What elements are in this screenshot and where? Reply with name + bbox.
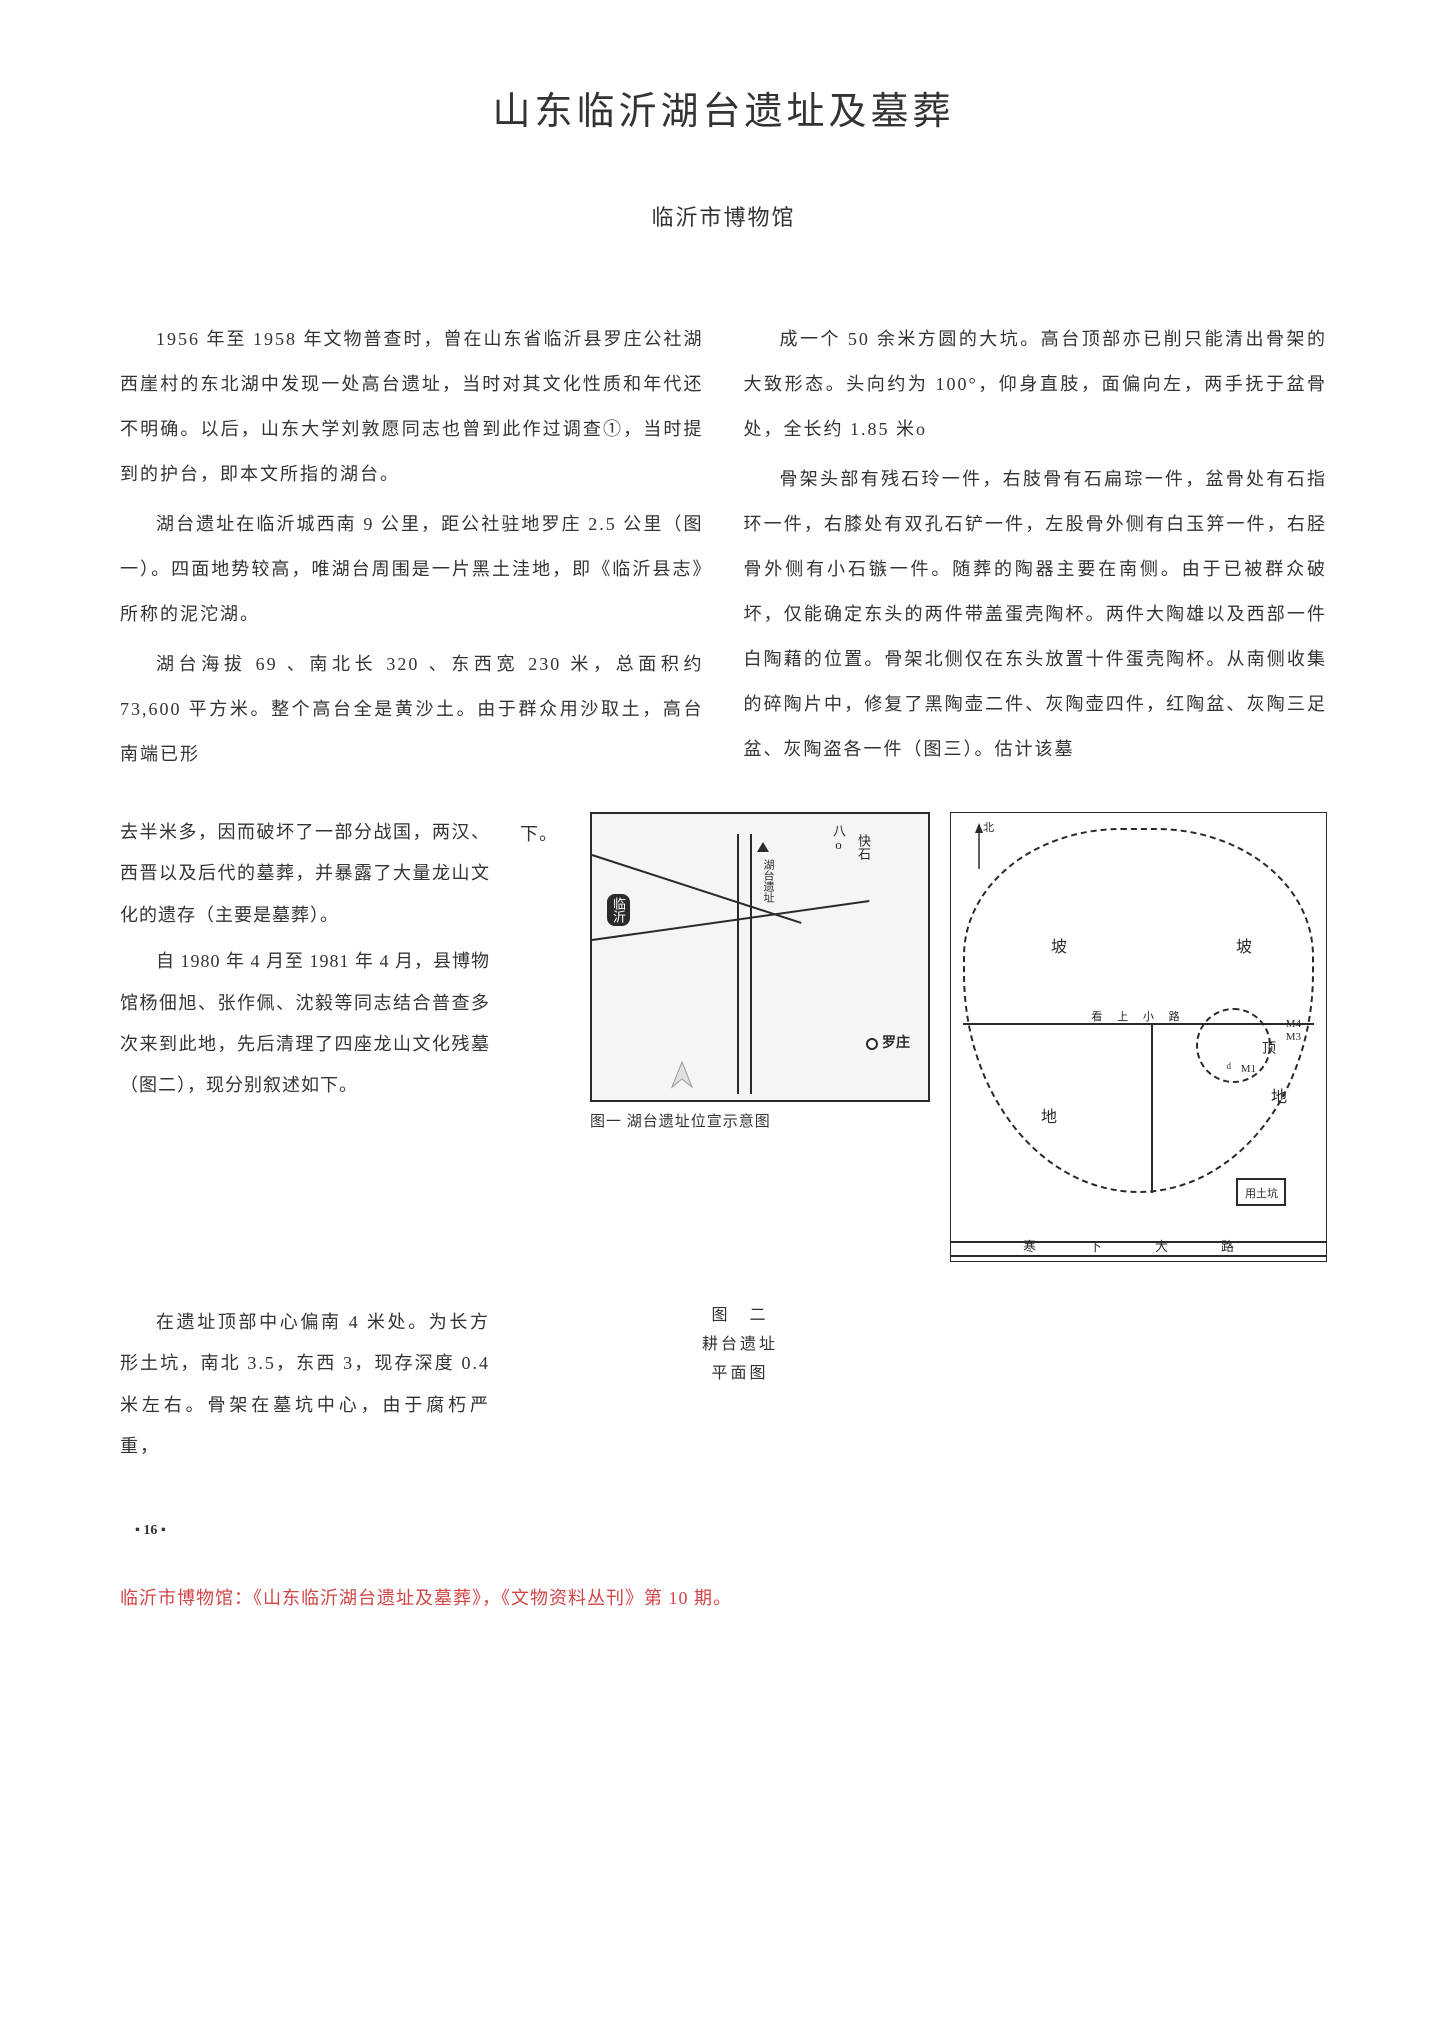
- figure-label: 用土坑: [1245, 1185, 1278, 1201]
- map-circle-icon: [866, 1038, 878, 1050]
- map-label: 湖台遗址: [760, 859, 776, 903]
- body-paragraph: 骨架头部有残石玲一件，右肢骨有石扁琮一件，盆骨处有石指环一件，右膝处有双孔石铲一…: [744, 457, 1328, 772]
- figure-label: M3: [1286, 1031, 1301, 1043]
- figure-1-map: 八o 快石 湖台遗址 临沂 罗庄: [590, 812, 930, 1102]
- lower-section: 去半米多，因而破坏了一部分战国，两汉、西晋以及后代的墓葬，并暴露了大量龙山文化的…: [120, 812, 1327, 1262]
- page-title: 山东临沂湖台遗址及墓葬: [120, 80, 1327, 135]
- page-number: • 16 •: [135, 1523, 1327, 1539]
- body-paragraph: 湖台海拔 69 、南北长 320 、东西宽 230 米，总面积约 73,600 …: [120, 642, 704, 777]
- right-column: 成一个 50 余米方圆的大坑。高台顶部亦已削只能清出骨架的大致形态。头向约为 1…: [744, 317, 1328, 782]
- figure-label: M1: [1241, 1063, 1256, 1075]
- figure-label: 看 上 小 路: [1026, 1008, 1251, 1024]
- figure-2-caption: 图 二 耕台遗址 平面图: [680, 1302, 800, 1388]
- map-road-line: [750, 834, 752, 1094]
- body-paragraph: 去半米多，因而破坏了一部分战国，两汉、西晋以及后代的墓葬，并暴露了大量龙山文化的…: [120, 812, 490, 936]
- bottom-section: 在遗址顶部中心偏南 4 米处。为长方形土坑，南北 3.5，东西 3，现存深度 0…: [120, 1302, 1327, 1473]
- citation-text: 临沂市博物馆：《山东临沂湖台遗址及墓葬》，《文物资料丛刊》第 10 期。: [120, 1584, 1327, 1610]
- figure-label: 地: [1271, 1083, 1291, 1107]
- caption-line: 平面图: [680, 1360, 800, 1389]
- body-paragraph: 自 1980 年 4 月至 1981 年 4 月，县博物馆杨佃旭、张作佩、沈毅等…: [120, 941, 490, 1107]
- two-column-layout: 1956 年至 1958 年文物普查时，曾在山东省临沂县罗庄公社湖西崖村的东北湖…: [120, 317, 1327, 782]
- figure-label: 坡: [1051, 933, 1071, 957]
- map-label: 八o: [829, 824, 848, 852]
- figure-2-container: 北 坡 坡 地 地 顶 M4 M3: [950, 812, 1327, 1262]
- figure-2-caption-wrapper: 图 二 耕台遗址 平面图: [680, 1302, 800, 1473]
- figure-label: 寒 下 大 路: [951, 1236, 1326, 1255]
- map-label: 快石: [854, 834, 873, 860]
- figure-label: M4: [1286, 1018, 1301, 1030]
- figure-1-container: 八o 快石 湖台遗址 临沂 罗庄 图一 湖台遗址位宣示意图: [590, 812, 930, 1262]
- body-paragraph: 湖台遗址在临沂城西南 9 公里，距公社驻地罗庄 2.5 公里（图一）。四面地势较…: [120, 502, 704, 637]
- page-subtitle: 临沂市博物馆: [120, 200, 1327, 232]
- figure-2-plan: 北 坡 坡 地 地 顶 M4 M3: [950, 812, 1327, 1262]
- figure-label: 顶: [1262, 1038, 1276, 1058]
- left-column: 1956 年至 1958 年文物普查时，曾在山东省临沂县罗庄公社湖西崖村的东北湖…: [120, 317, 704, 782]
- map-road-line: [737, 834, 739, 1094]
- lower-left-text: 去半米多，因而破坏了一部分战国，两汉、西晋以及后代的墓葬，并暴露了大量龙山文化的…: [120, 812, 490, 1262]
- map-compass-icon: [652, 1057, 712, 1092]
- figure-label: 地: [1041, 1103, 1061, 1127]
- figure-label: 北: [983, 819, 994, 835]
- body-paragraph: 1956 年至 1958 年文物普查时，曾在山东省临沂县罗庄公社湖西崖村的东北湖…: [120, 317, 704, 497]
- figure-label: 坡: [1236, 933, 1256, 957]
- map-triangle-icon: [757, 842, 769, 852]
- figure-1-caption: 图一 湖台遗址位宣示意图: [590, 1110, 930, 1131]
- figures-wrapper: 八o 快石 湖台遗址 临沂 罗庄 图一 湖台遗址位宣示意图 北: [590, 812, 1327, 1262]
- body-paragraph: 在遗址顶部中心偏南 4 米处。为长方形土坑，南北 3.5，东西 3，现存深度 0…: [120, 1302, 490, 1468]
- caption-line: 图 二: [680, 1302, 800, 1331]
- body-paragraph: 成一个 50 余米方圆的大坑。高台顶部亦已削只能清出骨架的大致形态。头向约为 1…: [744, 317, 1328, 452]
- lower-end-text: 下。: [520, 812, 560, 1262]
- bottom-left-text: 在遗址顶部中心偏南 4 米处。为长方形土坑，南北 3.5，东西 3，现存深度 0…: [120, 1302, 490, 1473]
- map-label: 临沂: [607, 894, 630, 926]
- caption-line: 耕台遗址: [680, 1331, 800, 1360]
- body-text: 下。: [520, 812, 560, 857]
- map-label: 罗庄: [882, 1032, 910, 1052]
- divider-line: [1151, 1023, 1153, 1193]
- figure-label: d: [1227, 1061, 1232, 1071]
- road-line: [951, 1255, 1326, 1257]
- map-road-line: [592, 900, 870, 941]
